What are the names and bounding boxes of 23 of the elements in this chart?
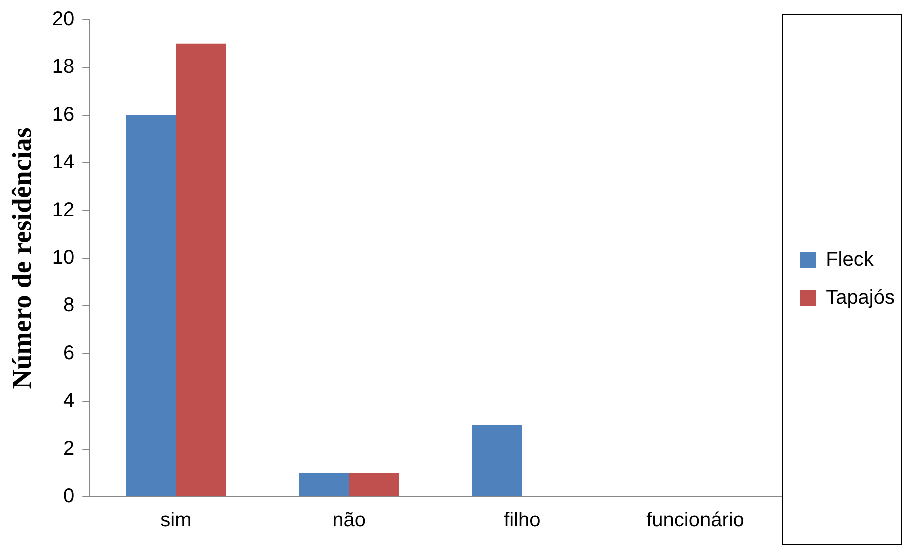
bar	[126, 115, 176, 496]
y-tick-label: 14	[52, 152, 75, 174]
bar	[472, 425, 522, 496]
bar	[349, 473, 400, 496]
y-axis-title: Número de residências	[7, 128, 38, 390]
y-tick-label: 16	[52, 104, 75, 126]
y-tick-label: 8	[64, 294, 75, 317]
y-tick-label: 20	[52, 8, 75, 31]
legend-label: Tapajós	[826, 287, 895, 310]
y-tick-label: 4	[64, 390, 75, 412]
x-tick-label: sim	[160, 510, 192, 532]
bar	[299, 473, 350, 496]
y-tick-label: 6	[64, 342, 75, 364]
x-tick-label: filho	[504, 510, 541, 532]
x-tick-label: funcionário	[646, 510, 744, 532]
y-tick-label: 12	[52, 199, 75, 222]
x-tick-label: não	[332, 510, 366, 532]
y-tick-label: 18	[52, 56, 75, 78]
y-tick-label: 10	[52, 247, 75, 270]
legend-label: Fleck	[826, 249, 875, 272]
bar	[176, 44, 226, 496]
y-tick-label: 0	[64, 486, 75, 508]
y-tick-label: 2	[64, 438, 75, 460]
